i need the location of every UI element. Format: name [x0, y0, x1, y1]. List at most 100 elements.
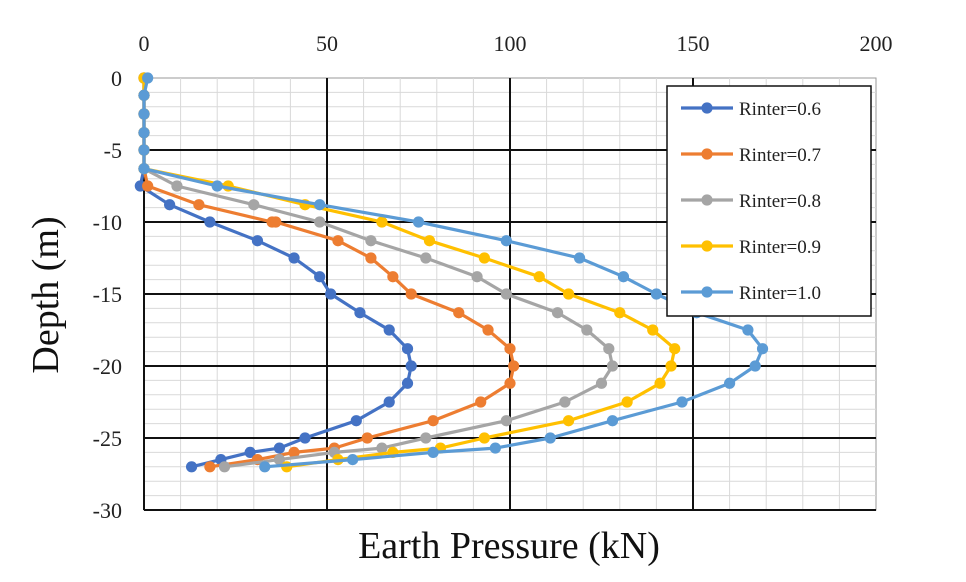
x-tick-label: 50: [316, 31, 338, 56]
data-point: [138, 144, 150, 156]
legend-item-4: Rinter=1.0: [681, 283, 821, 304]
data-point: [453, 307, 465, 319]
data-point: [475, 396, 487, 408]
legend-label: Rinter=0.8: [739, 191, 821, 212]
data-point: [314, 199, 326, 211]
data-point: [354, 307, 366, 319]
data-point: [251, 235, 264, 247]
y-tick-label: -5: [104, 138, 122, 163]
data-point: [138, 89, 150, 101]
data-point: [559, 396, 571, 408]
data-point: [676, 396, 688, 408]
data-point: [401, 377, 414, 389]
data-point: [650, 288, 663, 300]
data-point: [603, 343, 615, 355]
data-point: [387, 271, 399, 283]
data-point: [376, 442, 388, 454]
legend-swatch-marker: [701, 194, 713, 206]
data-point: [288, 252, 300, 264]
data-point: [244, 446, 256, 458]
data-point: [405, 360, 417, 372]
data-point: [606, 415, 619, 427]
data-point: [314, 216, 326, 228]
x-tick-label: 200: [860, 31, 893, 56]
x-tick-label: 0: [139, 31, 150, 56]
data-point: [314, 271, 326, 283]
data-point: [654, 377, 666, 389]
data-point: [405, 288, 417, 300]
data-point: [500, 415, 512, 427]
data-point: [259, 461, 271, 473]
data-point: [376, 216, 388, 228]
y-tick-label: -30: [93, 498, 122, 523]
data-point: [401, 343, 414, 355]
legend-swatch-marker: [701, 148, 713, 160]
x-tick-labels: 0 50 100 150 200: [139, 31, 893, 56]
data-point: [665, 360, 677, 372]
data-point: [756, 343, 769, 355]
y-tick-labels: 0 -5 -10 -15 -20 -25 -30: [93, 66, 122, 523]
data-point: [581, 324, 593, 336]
data-point: [478, 432, 490, 444]
data-point: [204, 216, 216, 228]
legend-item-3: Rinter=0.9: [681, 237, 821, 258]
legend-label: Rinter=0.7: [739, 145, 821, 166]
data-point: [562, 288, 575, 300]
legend: Rinter=0.6 Rinter=0.7 Rinter=0.8 Rinter=0.9…: [666, 85, 872, 317]
data-point: [138, 108, 150, 120]
data-point: [299, 432, 311, 444]
data-point: [724, 377, 736, 389]
y-tick-label: -25: [93, 426, 122, 451]
legend-swatch-marker: [701, 240, 713, 252]
data-point: [504, 377, 516, 389]
data-point: [423, 235, 436, 247]
y-tick-label: -20: [93, 354, 122, 379]
legend-label: Rinter=0.6: [739, 99, 821, 120]
legend-item-0: Rinter=0.6: [681, 99, 821, 120]
data-point: [742, 324, 754, 336]
legend-item-1: Rinter=0.7: [681, 145, 821, 166]
data-point: [551, 307, 564, 319]
y-tick-label: 0: [111, 66, 122, 91]
data-point: [427, 446, 439, 458]
data-point: [621, 396, 633, 408]
data-point: [573, 252, 586, 264]
y-tick-label: -10: [93, 210, 122, 235]
data-point: [138, 127, 150, 139]
data-point: [420, 252, 432, 264]
data-point: [164, 199, 176, 211]
data-point: [412, 216, 425, 228]
x-tick-label: 150: [677, 31, 710, 56]
legend-item-2: Rinter=0.8: [681, 191, 821, 212]
data-point: [142, 180, 154, 192]
data-point: [420, 432, 432, 444]
data-point: [614, 307, 626, 319]
data-point: [350, 415, 362, 427]
data-point: [749, 360, 761, 372]
data-point: [138, 163, 150, 175]
data-point: [171, 180, 183, 192]
data-point: [288, 446, 300, 458]
data-point: [504, 343, 516, 355]
data-point: [365, 252, 377, 264]
data-point: [478, 252, 490, 264]
data-point: [193, 199, 205, 211]
data-point: [273, 454, 286, 466]
data-point: [383, 324, 395, 336]
legend-swatch-marker: [701, 286, 713, 298]
y-tick-label: -15: [93, 282, 122, 307]
data-point: [248, 199, 260, 211]
data-point: [185, 461, 198, 473]
data-point: [325, 288, 337, 300]
x-tick-label: 100: [494, 31, 527, 56]
data-point: [482, 324, 494, 336]
data-point: [500, 288, 512, 300]
data-point: [562, 415, 575, 427]
data-point: [383, 396, 395, 408]
data-point: [508, 360, 520, 372]
data-point: [427, 415, 439, 427]
data-point: [347, 454, 359, 466]
data-point: [270, 216, 282, 228]
data-point: [595, 377, 608, 389]
